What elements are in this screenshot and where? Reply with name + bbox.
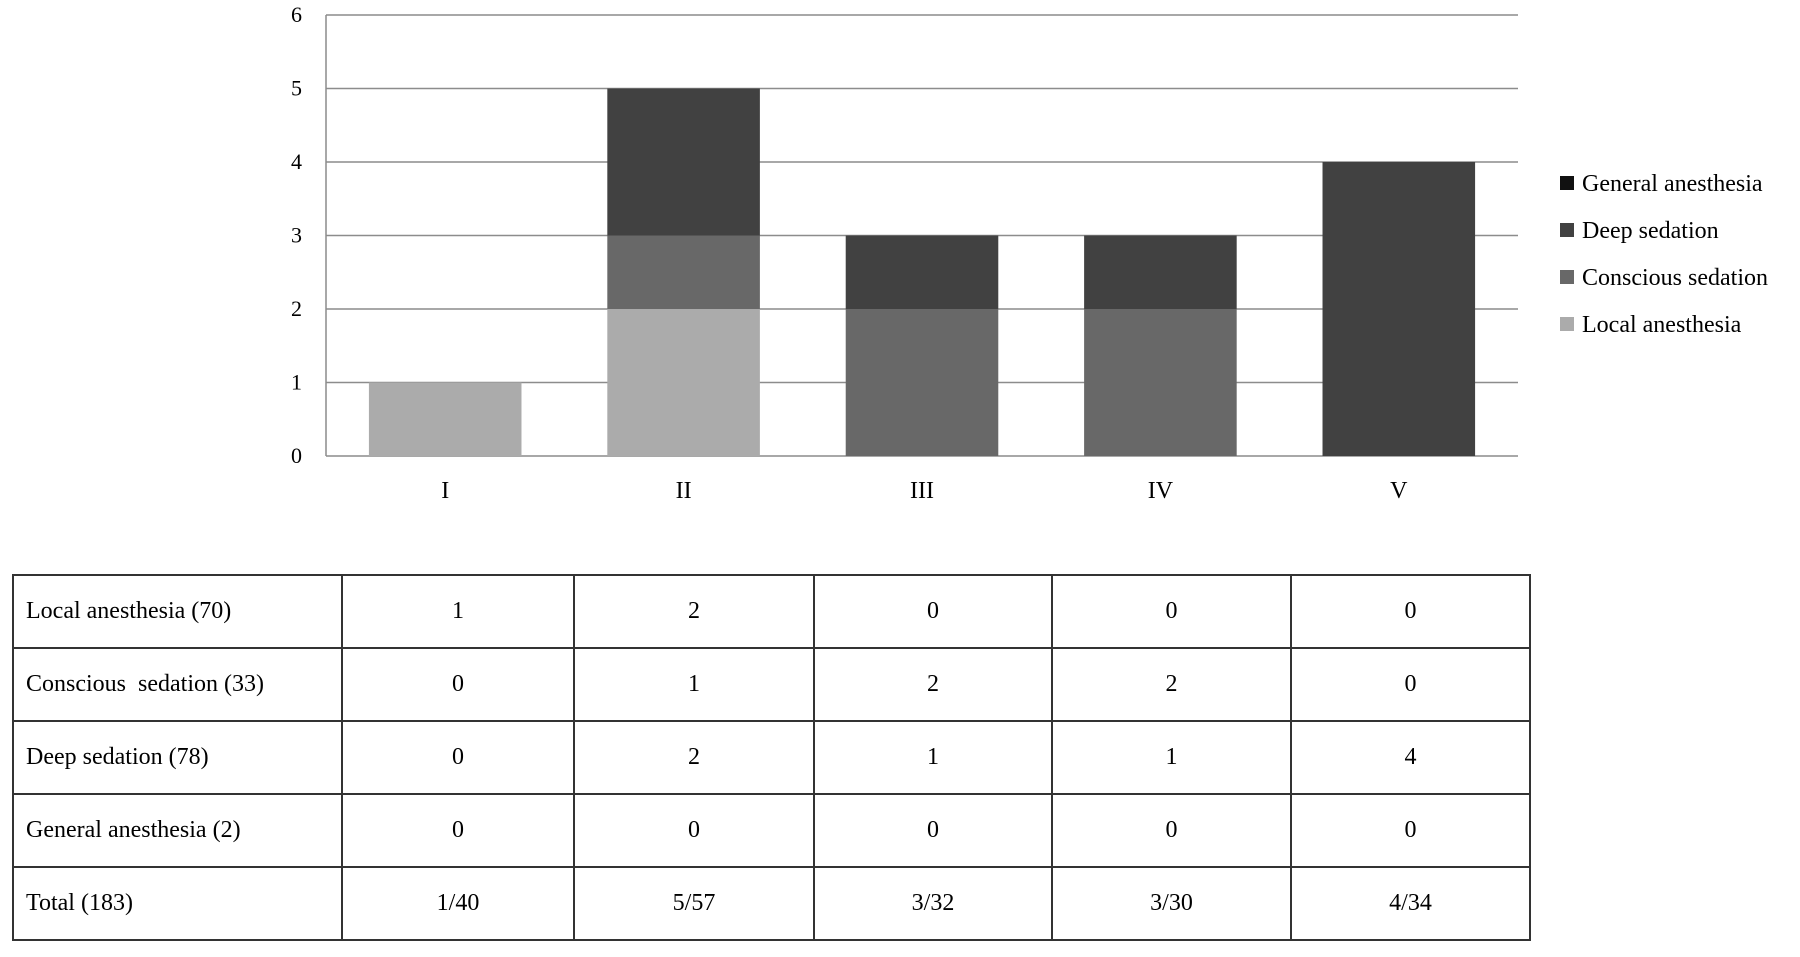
- x-tick-label: I: [441, 478, 449, 504]
- table-cell: 5/57: [573, 866, 815, 941]
- legend: General anesthesia Deep sedation Conscious…: [1560, 171, 1768, 338]
- x-tick-label: IV: [1148, 478, 1174, 504]
- legend-label: Conscious sedation: [1582, 265, 1768, 291]
- table-cell: 2: [813, 647, 1053, 722]
- x-tick-label: V: [1390, 478, 1408, 504]
- table-cell: 0: [341, 647, 575, 722]
- bar-segment: [368, 382, 522, 456]
- table-row: Deep sedation (78) 0 2 1 1 4: [12, 720, 1531, 795]
- row-label: Total (183): [12, 866, 343, 941]
- table-cell: 1: [341, 574, 575, 649]
- legend-label: Local anesthesia: [1582, 312, 1742, 338]
- x-tick-label: III: [910, 478, 934, 504]
- table-cell: 2: [573, 720, 815, 795]
- table-row: Total (183) 1/40 5/57 3/32 3/30 4/34: [12, 866, 1531, 941]
- table-cell: 0: [813, 574, 1053, 649]
- legend-label: Deep sedation: [1582, 218, 1719, 244]
- bar-segment: [845, 309, 999, 456]
- bar-segment: [1084, 235, 1237, 309]
- legend-swatch: [1560, 270, 1574, 284]
- table-cell: 0: [1051, 793, 1292, 868]
- y-tick-label: 5: [291, 76, 302, 101]
- table-cell: 1: [813, 720, 1053, 795]
- legend-swatch: [1560, 176, 1574, 190]
- table-cell: 0: [1290, 574, 1531, 649]
- legend-swatch: [1560, 223, 1574, 237]
- bars: [368, 88, 1476, 456]
- table-cell: 2: [573, 574, 815, 649]
- bar-segment: [1084, 309, 1237, 456]
- bar-segment: [607, 88, 760, 236]
- bar-segment: [607, 235, 760, 309]
- x-axis: I II III IV V: [441, 478, 1408, 504]
- row-label: General anesthesia (2): [12, 793, 343, 868]
- legend-swatch: [1560, 317, 1574, 331]
- y-tick-label: 4: [291, 149, 302, 174]
- y-tick-label: 3: [291, 223, 302, 248]
- table-cell: 0: [1290, 647, 1531, 722]
- table-row: Local anesthesia (70) 1 2 0 0 0: [12, 574, 1531, 649]
- table-cell: 0: [813, 793, 1053, 868]
- table-cell: 0: [1290, 793, 1531, 868]
- table-cell: 1: [573, 647, 815, 722]
- legend-label: General anesthesia: [1582, 171, 1763, 197]
- table-cell: 4: [1290, 720, 1531, 795]
- y-tick-label: 2: [291, 296, 302, 321]
- bar-segment: [1322, 162, 1476, 456]
- table-cell: 1: [1051, 720, 1292, 795]
- table-cell: 3/30: [1051, 866, 1292, 941]
- table-cell: 0: [1051, 574, 1292, 649]
- y-axis: 0 1 2 3 4 5 6: [291, 2, 327, 468]
- data-table: Local anesthesia (70) 1 2 0 0 0 Conscious seda…: [12, 574, 1531, 941]
- bar-segment: [845, 235, 999, 309]
- row-label: Conscious sedation (33): [12, 647, 343, 722]
- y-tick-label: 0: [291, 443, 302, 468]
- table-row: Conscious sedation (33) 0 1 2 2 0: [12, 647, 1531, 722]
- row-label: Deep sedation (78): [12, 720, 343, 795]
- table-cell: 4/34: [1290, 866, 1531, 941]
- table-cell: 0: [341, 720, 575, 795]
- table-cell: 3/32: [813, 866, 1053, 941]
- row-label: Local anesthesia (70): [12, 574, 343, 649]
- table-cell: 2: [1051, 647, 1292, 722]
- y-tick-label: 1: [291, 370, 302, 395]
- table-row: General anesthesia (2) 0 0 0 0 0: [12, 793, 1531, 868]
- table-cell: 1/40: [341, 866, 575, 941]
- y-tick-label: 6: [291, 2, 302, 27]
- table-cell: 0: [573, 793, 815, 868]
- bar-segment: [607, 309, 760, 456]
- x-tick-label: II: [676, 478, 692, 504]
- table-cell: 0: [341, 793, 575, 868]
